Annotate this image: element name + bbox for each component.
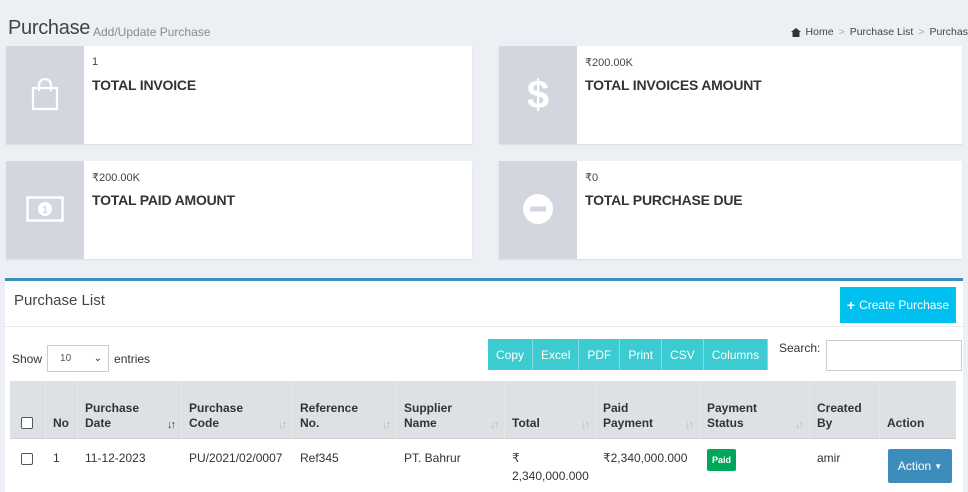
minus-circle-icon	[522, 193, 554, 228]
chevron-down-icon: ⌄	[93, 353, 103, 364]
dashboard-icon	[790, 27, 801, 37]
stat-value: ₹200.00K	[585, 57, 633, 69]
pdf-button[interactable]: PDF	[579, 339, 621, 370]
column-header-created-by[interactable]: Created By	[810, 381, 880, 439]
table-header-row: No Purchase Date ↓↑ Purchase Code ↓↑ Ref…	[10, 381, 956, 439]
stat-label: TOTAL INVOICES AMOUNT	[585, 77, 762, 93]
shopping-bag-icon	[30, 77, 60, 114]
stat-label: TOTAL PAID AMOUNT	[92, 192, 235, 208]
table-row: 1 11-12-2023 PU/2021/02/0007 Ref345 PT. …	[10, 439, 956, 492]
info-box-total-paid-amount: 1 ₹200.00K TOTAL PAID AMOUNT	[6, 161, 472, 259]
cell-total: ₹ 2,340,000.000	[512, 451, 589, 483]
column-header-payment-status[interactable]: Payment Status ↓↑	[700, 381, 810, 439]
column-header-label: Purchase Code	[189, 401, 244, 430]
column-header-label: Payment Status	[707, 401, 758, 430]
breadcrumb-home[interactable]: Home	[805, 26, 834, 38]
entries-label: entries	[114, 351, 151, 366]
excel-button[interactable]: Excel	[533, 339, 580, 370]
column-header-action: Action	[880, 381, 956, 439]
page-title: Purchase	[8, 17, 91, 39]
status-badge: Paid	[707, 449, 737, 471]
cell-paid-payment: ₹2,340,000.000	[603, 451, 688, 465]
stat-label: TOTAL PURCHASE DUE	[585, 192, 743, 208]
search-input[interactable]	[826, 340, 963, 371]
cell-no: 1	[53, 451, 60, 465]
sort-icon: ↓↑	[382, 419, 391, 431]
column-header-supplier-name[interactable]: Supplier Name ↓↑	[397, 381, 505, 439]
column-header-purchase-code[interactable]: Purchase Code ↓↑	[182, 381, 293, 439]
entries-length-control: Show 10 ⌄ entries	[12, 345, 150, 372]
column-header-no[interactable]: No	[46, 381, 78, 439]
purchase-table: No Purchase Date ↓↑ Purchase Code ↓↑ Ref…	[10, 381, 956, 492]
cell-purchase-code: PU/2021/02/0007	[189, 451, 283, 465]
info-box-icon-cell: 1	[6, 161, 84, 259]
entries-select-value: 10	[60, 353, 72, 364]
sort-icon: ↓↑	[581, 419, 590, 431]
select-all-checkbox[interactable]	[21, 417, 33, 429]
print-button[interactable]: Print	[620, 339, 663, 370]
action-label: Action	[897, 459, 932, 473]
panel-title: Purchase List	[14, 292, 105, 309]
export-button-group: Copy Excel PDF Print CSV Columns	[488, 339, 769, 370]
sort-icon: ↓↑	[795, 419, 804, 431]
breadcrumb-purchase-list[interactable]: Purchase List	[849, 26, 914, 38]
page-subtitle: Add/Update Purchase	[93, 25, 211, 39]
csv-button[interactable]: CSV	[662, 339, 704, 370]
divider	[5, 326, 963, 327]
column-header-total[interactable]: Total ↓↑	[505, 381, 596, 439]
breadcrumb-current: Purchas	[929, 26, 968, 38]
sort-icon: ↓↑	[490, 419, 499, 431]
info-box-total-purchase-due: ₹0 TOTAL PURCHASE DUE	[499, 161, 962, 259]
purchase-list-panel: Purchase List + Create Purchase Show 10 …	[5, 278, 963, 492]
info-box-icon-cell	[499, 161, 577, 259]
cell-purchase-date: 11-12-2023	[85, 451, 146, 465]
column-header-reference-no[interactable]: Reference No. ↓↑	[293, 381, 397, 439]
column-header-paid-payment[interactable]: Paid Payment ↓↑	[596, 381, 700, 439]
row-checkbox[interactable]	[21, 453, 33, 465]
action-dropdown-button[interactable]: Action ▼	[888, 449, 952, 483]
dollar-icon: $	[526, 72, 550, 117]
create-purchase-label: Create Purchase	[859, 298, 950, 312]
caret-down-icon: ▼	[934, 461, 943, 471]
column-header-label: No	[53, 416, 69, 430]
sort-icon: ↓↑	[685, 419, 694, 431]
plus-icon: +	[846, 297, 856, 313]
breadcrumb: Home > Purchase List > Purchas	[790, 26, 968, 38]
content-header: Purchase Add/Update Purchase Home > Purc…	[0, 0, 968, 46]
copy-button[interactable]: Copy	[488, 339, 534, 370]
column-header-label: Supplier Name	[404, 401, 453, 430]
select-all-column	[10, 381, 46, 439]
info-box-icon-cell: $	[499, 46, 577, 144]
stat-value: ₹200.00K	[92, 172, 140, 184]
stat-value: ₹0	[585, 172, 599, 184]
money-bill-icon: 1	[26, 195, 64, 225]
breadcrumb-separator: >	[918, 26, 925, 38]
cell-supplier-name: PT. Bahrur	[404, 451, 461, 465]
entries-select[interactable]: 10 ⌄	[47, 345, 110, 372]
info-box-total-invoice: 1 TOTAL INVOICE	[6, 46, 472, 144]
search-label: Search:	[779, 341, 821, 355]
column-header-label: Purchase Date	[85, 401, 140, 430]
column-header-label: Action	[887, 416, 925, 430]
breadcrumb-separator: >	[838, 26, 845, 38]
info-box-icon-cell	[6, 46, 84, 144]
cell-payment-status: Paid	[707, 449, 737, 471]
column-header-label: Reference No.	[300, 401, 359, 430]
cell-created-by: amir	[817, 451, 841, 465]
create-purchase-button[interactable]: + Create Purchase	[840, 287, 956, 323]
svg-text:1: 1	[42, 205, 48, 216]
column-header-label: Created By	[817, 401, 862, 430]
sort-ascending-icon: ↓↑	[167, 419, 176, 431]
columns-button[interactable]: Columns	[703, 339, 769, 370]
search-control: Search:	[779, 340, 963, 371]
stat-label: TOTAL INVOICE	[92, 77, 196, 93]
column-header-purchase-date[interactable]: Purchase Date ↓↑	[78, 381, 182, 439]
show-label: Show	[12, 351, 43, 366]
cell-reference-no: Ref345	[300, 451, 339, 465]
stat-value: 1	[92, 56, 99, 68]
column-header-label: Paid Payment	[603, 401, 654, 430]
column-header-label: Total	[512, 416, 540, 430]
sort-icon: ↓↑	[278, 419, 287, 431]
info-box-total-invoices-amount: $ ₹200.00K TOTAL INVOICES AMOUNT	[499, 46, 962, 144]
